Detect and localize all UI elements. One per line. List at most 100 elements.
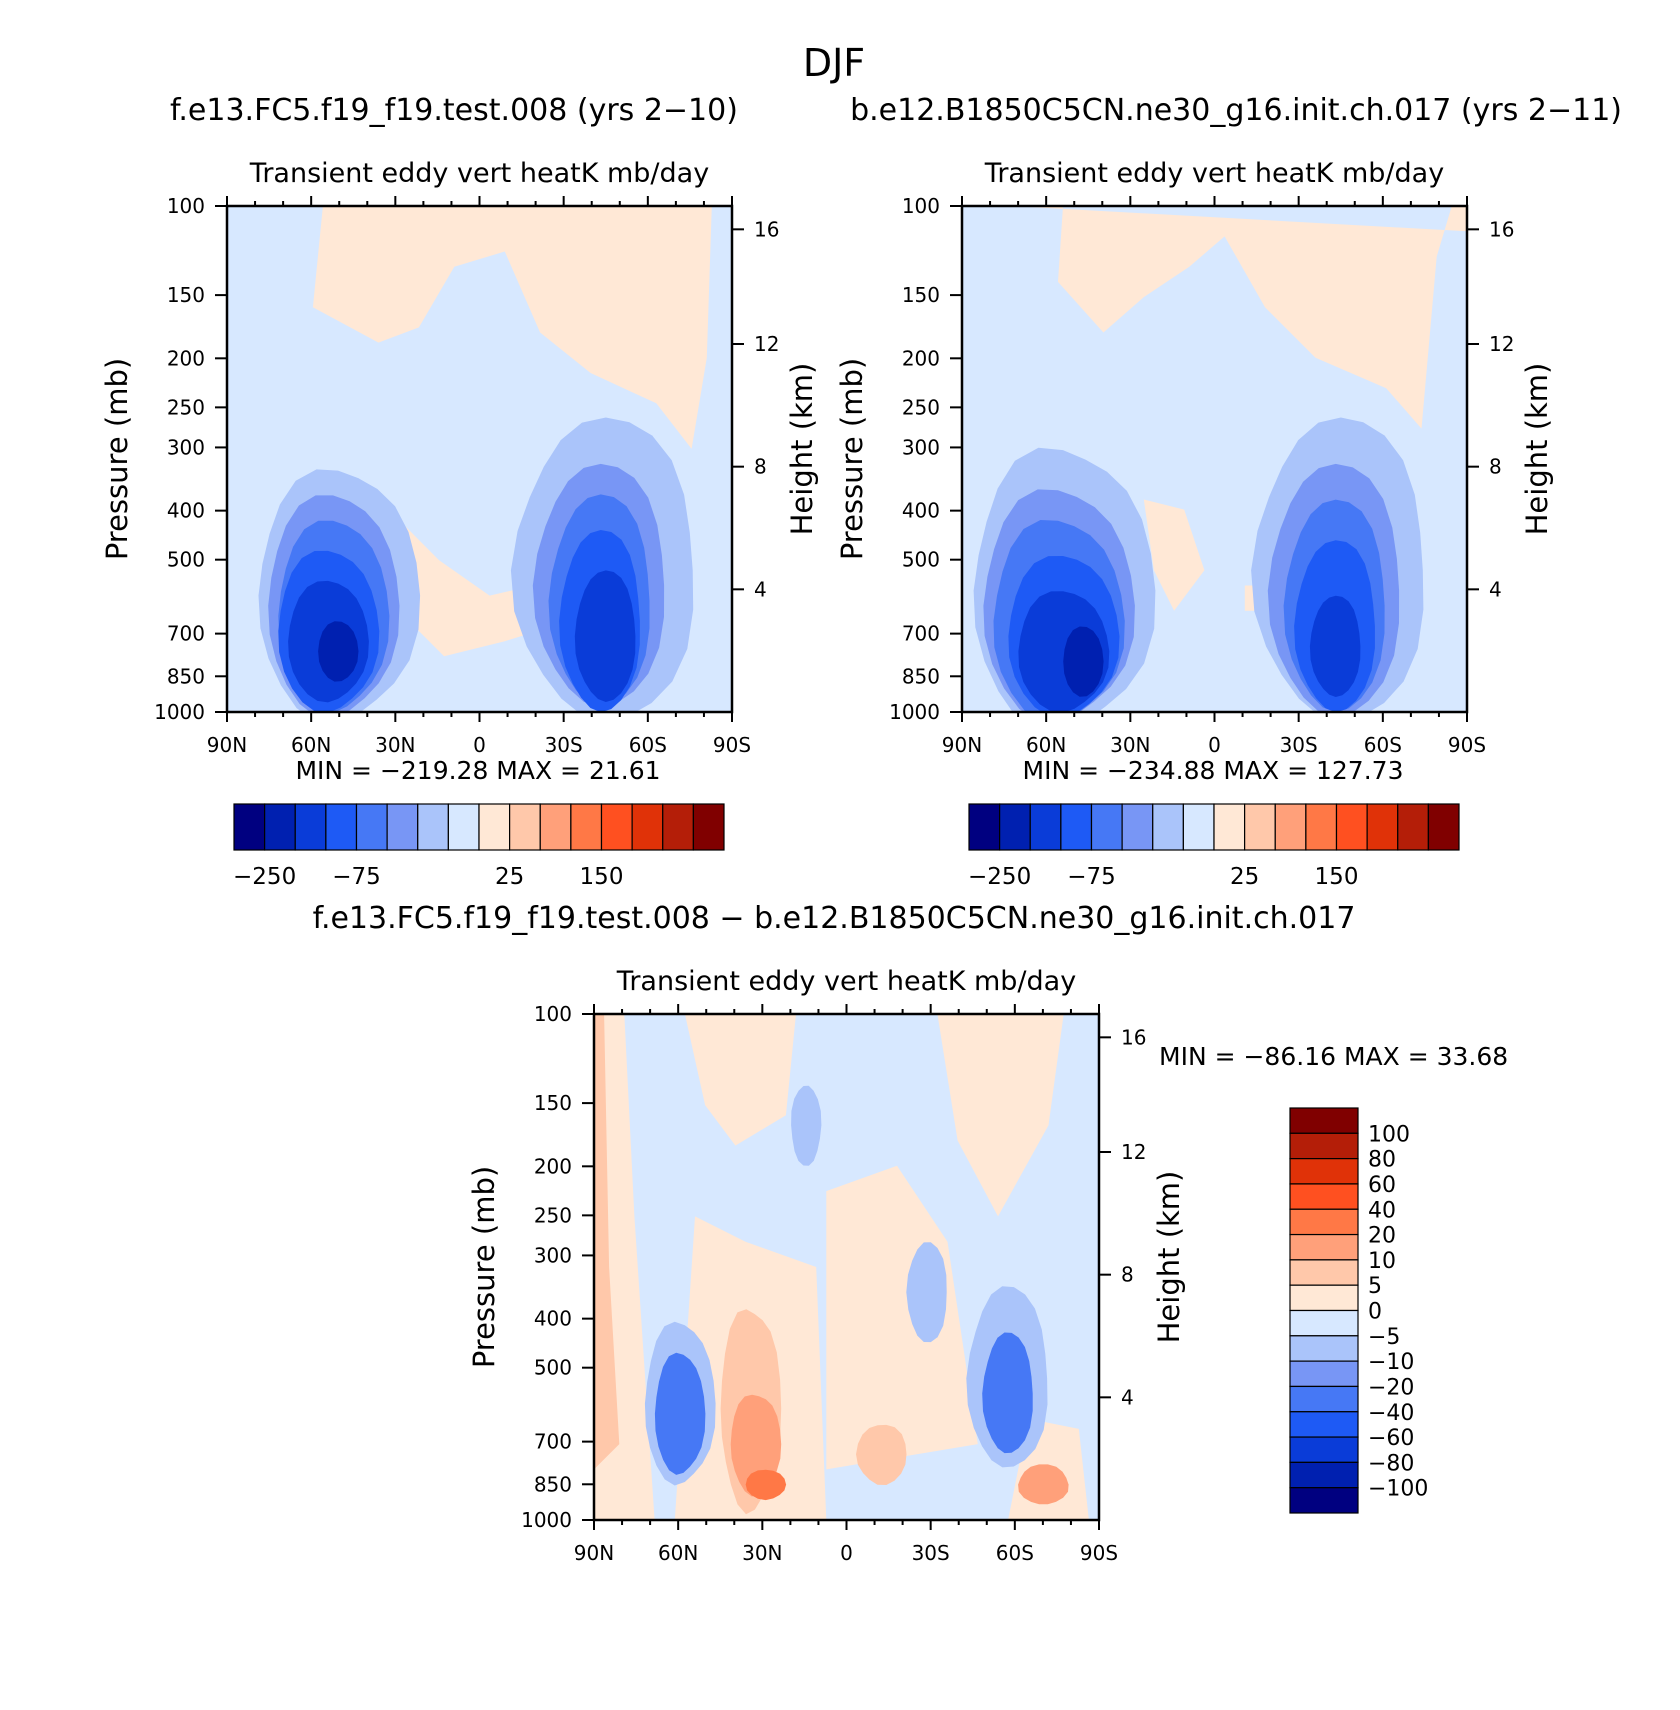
colorbar-label: 40 [1368,1198,1396,1223]
contour-region [654,1352,706,1475]
y-right-tick-label: 4 [1489,577,1502,601]
colorbar-swatch [1289,1360,1359,1388]
colorbar-swatch [1244,803,1276,851]
panel-title: f.e13.FC5.f19_f19.test.008 − b.e12.B1850… [313,901,1356,936]
contour-field [594,1014,1099,1520]
y-tick-label: 300 [534,1243,572,1267]
colorbar-swatch [1090,803,1123,851]
y-axis-label: Pressure (mb) [467,1166,501,1368]
colorbar-swatch [1289,1208,1359,1236]
x-tick-label: 30N [742,1541,782,1565]
colorbar-swatch [1289,1259,1359,1286]
contour-region [574,570,636,702]
panel-title: b.e12.B1850C5CN.ne30_g16.init.ch.017 (yr… [850,93,1622,128]
y-tick-label: 150 [902,283,940,307]
colorbar-swatch [1182,803,1215,851]
colorbar-label: 25 [495,864,524,890]
x-tick-label: 60N [658,1541,698,1565]
y-tick-label: 250 [902,395,940,419]
contour-region [906,1242,947,1343]
x-tick-label: 90N [574,1541,614,1565]
colorbar-swatch [1289,1385,1359,1413]
y-right-tick-label: 16 [1121,1025,1146,1049]
y-tick-label: 700 [167,622,205,646]
min-max-stats: MIN = −219.28 MAX = 21.61 [295,756,660,785]
panel-1: f.e13.FC5.f19_f19.test.008 (yrs 2−10) Tra… [100,93,819,890]
x-tick-label: 60S [1364,733,1402,757]
y-tick-label: 400 [167,499,205,523]
x-tick-label: 30S [1280,733,1318,757]
y-tick-label: 850 [902,664,940,688]
y-tick-label: 200 [167,346,205,370]
contour-region [982,1332,1033,1454]
contour-field [227,206,732,712]
colorbar-label: −60 [1368,1426,1414,1451]
colorbar-swatch [662,803,694,851]
colorbar-swatch [600,803,633,851]
colorbar-swatch [478,803,511,851]
x-tick-label: 90N [942,733,982,757]
contour-region [247,206,712,449]
y-tick-label: 200 [902,346,940,370]
colorbar-label: −75 [1067,864,1116,890]
colorbar-label: 25 [1230,864,1259,890]
colorbar-label: 80 [1368,1148,1396,1173]
colorbar-swatch [1289,1436,1359,1463]
colorbar-label: −100 [1368,1477,1428,1502]
plot-title: Transient eddy vert heatK mb/day [984,158,1444,189]
x-tick-label: 90S [713,733,751,757]
contour-region [1012,206,1467,429]
colorbar-label: 0 [1368,1300,1382,1325]
y-tick-label: 700 [902,622,940,646]
colorbar: −250 −75 25 150 [233,803,725,890]
y-tick-label: 150 [534,1091,572,1115]
colorbar-label: 10 [1368,1249,1396,1274]
contour-region [826,1165,978,1470]
contour-region [684,1014,796,1146]
colorbar-swatch [1289,1158,1359,1185]
panel-3: f.e13.FC5.f19_f19.test.008 − b.e12.B1850… [313,901,1509,1565]
colorbar-swatch [1289,1309,1359,1337]
y-tick-label: 300 [167,435,205,459]
colorbar-swatch [294,803,327,851]
colorbar-swatch [968,803,1001,851]
colorbar-label: −75 [332,864,381,890]
x-tick-label: 0 [1208,733,1221,757]
y-tick-label: 250 [167,395,205,419]
colorbar-label: −250 [968,864,1031,890]
colorbar-label: −20 [1368,1375,1414,1400]
y-right-tick-label: 8 [1121,1263,1134,1287]
contour-region [318,621,359,682]
colorbar-label: 150 [580,864,624,890]
colorbar-swatch [1397,803,1429,851]
y-tick-label: 150 [167,283,205,307]
colorbar-swatch [386,803,419,851]
y-tick-label: 200 [534,1154,572,1178]
y-tick-label: 850 [534,1472,572,1496]
y-tick-label: 1000 [521,1508,572,1532]
contour-region [745,1469,787,1501]
y-right-tick-label: 8 [754,455,767,479]
y-right-tick-label: 16 [1489,217,1514,241]
colorbar-swatch [1289,1107,1359,1134]
y-tick-label: 500 [167,548,205,572]
colorbar-swatch [1152,803,1184,851]
colorbar-swatch [570,803,603,851]
x-tick-label: 30S [912,1541,950,1565]
x-tick-label: 90N [207,733,247,757]
colorbar-swatch [1366,803,1399,851]
y-tick-label: 250 [534,1203,572,1227]
plot-title: Transient eddy vert heatK mb/day [616,966,1076,997]
contour-region [1018,1464,1069,1505]
contour-region [937,1014,1064,1217]
y-right-axis-label: Height (km) [785,363,819,536]
x-tick-label: 0 [840,1541,853,1565]
figure-title: DJF [803,41,865,85]
plot-title: Transient eddy vert heatK mb/day [249,158,709,189]
contour-region [1063,626,1104,697]
min-max-stats: MIN = −234.88 MAX = 127.73 [1023,756,1404,785]
colorbar-swatch [1289,1233,1359,1261]
contour-region [1143,499,1205,611]
